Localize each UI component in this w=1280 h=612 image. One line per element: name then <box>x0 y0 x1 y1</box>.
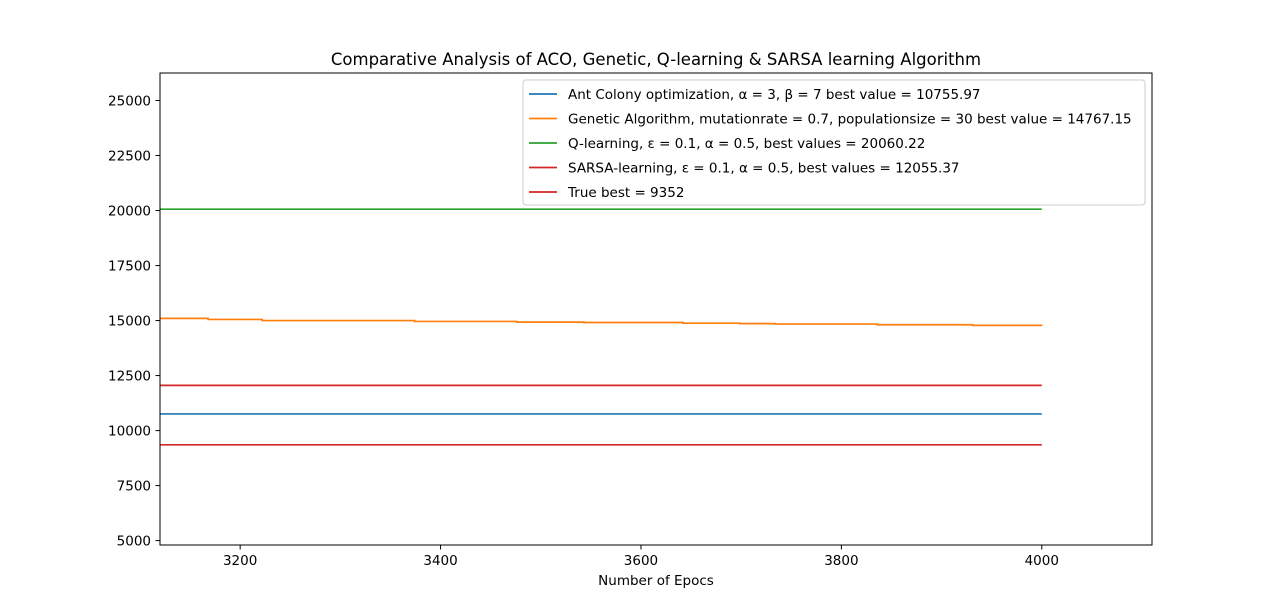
legend-entry: True best = 9352 <box>567 185 684 201</box>
y-tick-label: 10000 <box>108 424 151 440</box>
x-tick-label: 3400 <box>423 553 457 569</box>
legend-entry: Ant Colony optimization, α = 3, β = 7 be… <box>568 87 981 103</box>
chart-title: Comparative Analysis of ACO, Genetic, Q-… <box>331 50 981 69</box>
plot-frame <box>159 72 1153 546</box>
y-tick-label: 22500 <box>108 149 151 165</box>
x-tick-label: 3800 <box>824 553 858 569</box>
x-tick-label: 3600 <box>624 553 658 569</box>
legend-entry: SARSA-learning, ε = 0.1, α = 0.5, best v… <box>568 161 960 177</box>
x-tick-label: 4000 <box>1025 553 1059 569</box>
x-axis-label: Number of Epocs <box>598 573 714 589</box>
y-tick-label: 5000 <box>117 534 151 550</box>
series-line-2 <box>160 317 1043 327</box>
y-tick-label: 25000 <box>108 94 151 110</box>
legend-entry: Q-learning, ε = 0.1, α = 0.5, best value… <box>568 136 925 152</box>
y-tick-label: 17500 <box>108 259 151 275</box>
y-tick-label: 15000 <box>108 314 151 330</box>
legend-entry: Genetic Algorithm, mutationrate = 0.7, p… <box>568 112 1132 128</box>
legend-box <box>522 79 1146 206</box>
legend: Ant Colony optimization, α = 3, β = 7 be… <box>522 79 1146 206</box>
y-tick-label: 20000 <box>108 204 151 220</box>
x-tick-label: 3200 <box>223 553 257 569</box>
y-tick-label: 12500 <box>108 369 151 385</box>
axes: 3200 3400 3600 3800 4000 5000 7500 10000 12500 15… <box>108 72 1153 569</box>
y-tick-label: 7500 <box>117 479 151 495</box>
plot-lines <box>160 208 1043 446</box>
